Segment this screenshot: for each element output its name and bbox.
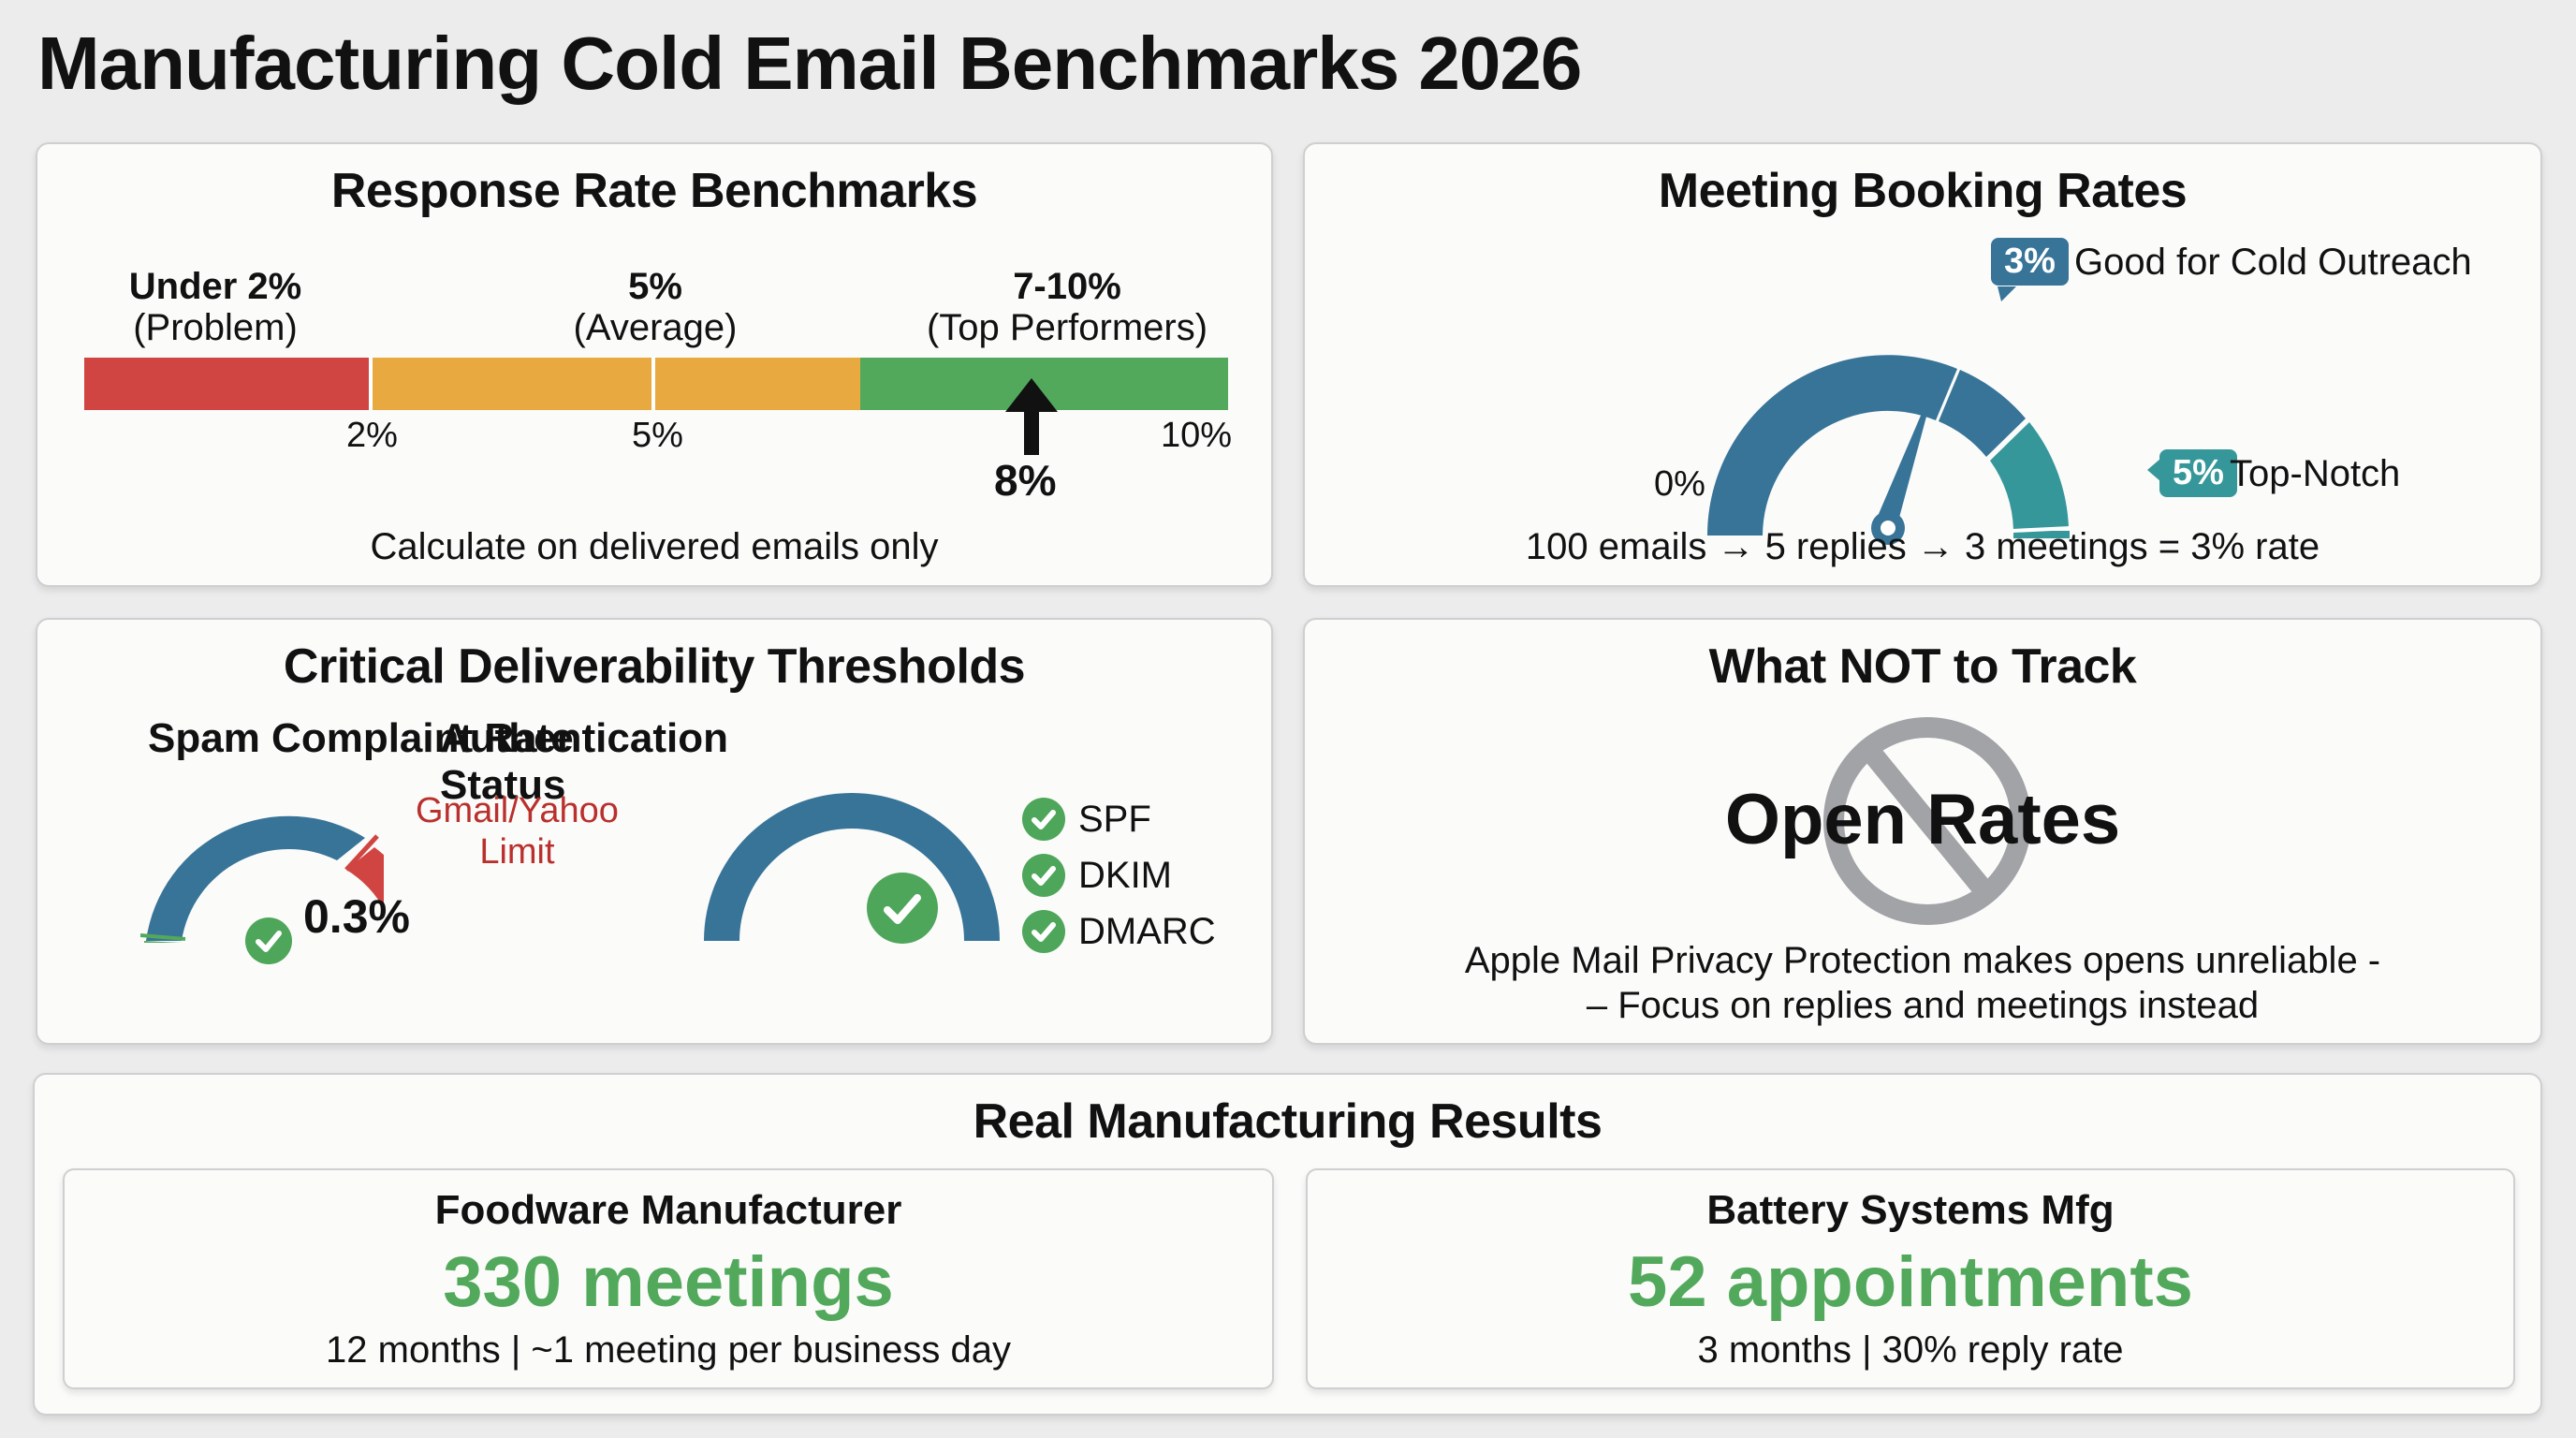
auth-item-dkim: DKIM: [1022, 847, 1216, 903]
segment-label-average: 5% (Average): [573, 266, 738, 348]
card-title: What NOT to Track: [1708, 639, 2137, 694]
marker-value: 8%: [994, 456, 1057, 505]
tick-5: 5%: [632, 416, 683, 455]
spam-rate-value: 0.3%: [303, 890, 410, 943]
card-title: Critical Deliverability Thresholds: [283, 639, 1026, 694]
case-headline: 52 appointments: [1628, 1242, 2193, 1322]
auth-list: SPF DKIM DMARC: [1022, 791, 1216, 960]
page-title: Manufacturing Cold Email Benchmarks 2026: [37, 22, 1582, 105]
check-icon: [1022, 854, 1065, 897]
top-badge-pointer: [2147, 459, 2160, 481]
tick-2: 2%: [346, 416, 398, 455]
gauge-zero-label: 0%: [1654, 464, 1705, 504]
case-company: Foodware Manufacturer: [434, 1187, 902, 1233]
segment-label-problem: Under 2% (Problem): [128, 266, 302, 348]
auth-item-spf: SPF: [1022, 791, 1216, 847]
spam-ok-check-icon: [245, 917, 292, 964]
response-rate-card: Response Rate Benchmarks Under 2% (Proble…: [36, 142, 1273, 587]
auth-status-title: Authentication Status: [440, 715, 728, 808]
top-badge: 5%: [2159, 449, 2237, 497]
meeting-booking-card: Meeting Booking Rates 0% 3% Good for Col…: [1303, 142, 2542, 587]
auth-item-dmarc: DMARC: [1022, 903, 1216, 960]
check-icon: [1022, 798, 1065, 841]
spam-gauge: [140, 815, 384, 943]
response-rate-bar: [84, 358, 1228, 410]
case-card-foodware: Foodware Manufacturer 330 meetings 12 mo…: [63, 1168, 1274, 1389]
response-rate-note: Calculate on delivered emails only: [370, 526, 939, 567]
good-label: Good for Cold Outreach: [2074, 242, 2472, 283]
bar-segment-orange-1: [373, 358, 651, 410]
bar-segment-red: [84, 358, 369, 410]
deliverability-card: Critical Deliverability Thresholds Spam …: [36, 618, 1273, 1045]
spam-rate-title: Spam Complaint Rate: [148, 715, 574, 761]
limit-label: Gmail/Yahoo Limit: [416, 791, 619, 872]
marker-arrow-icon: [1005, 378, 1058, 455]
auth-gauge: [704, 793, 1000, 941]
segment-label-top: 7-10% (Top Performers): [926, 266, 1208, 348]
card-title: Response Rate Benchmarks: [330, 164, 978, 218]
card-title: Meeting Booking Rates: [1658, 164, 2188, 218]
auth-ok-check-icon: [867, 873, 939, 944]
case-headline: 330 meetings: [443, 1242, 894, 1322]
open-rates-label: Open Rates: [1724, 780, 2121, 859]
case-company: Battery Systems Mfg: [1706, 1187, 2115, 1233]
not-track-note: Apple Mail Privacy Protection makes open…: [1464, 940, 2381, 1026]
meeting-gauge: [1707, 355, 2071, 545]
results-card: Real Manufacturing Results Foodware Manu…: [33, 1073, 2542, 1416]
top-label: Top-Notch: [2230, 453, 2401, 494]
prohibited-icon: [1823, 717, 2031, 925]
card-title: Real Manufacturing Results: [973, 1094, 1603, 1149]
tick-10: 10%: [1161, 416, 1233, 455]
bar-segment-orange-2: [655, 358, 860, 410]
case-detail: 12 months | ~1 meeting per business day: [326, 1329, 1011, 1371]
not-track-card: What NOT to Track Open Rates Apple Mail …: [1303, 618, 2542, 1045]
case-card-battery: Battery Systems Mfg 52 appointments 3 mo…: [1306, 1168, 2515, 1389]
check-icon: [1022, 910, 1065, 953]
meeting-formula: 100 emails → 5 replies → 3 meetings = 3%…: [1525, 526, 2320, 567]
good-badge: 3%: [1991, 238, 2069, 286]
good-badge-pointer: [1998, 286, 2016, 301]
case-detail: 3 months | 30% reply rate: [1697, 1329, 2124, 1371]
